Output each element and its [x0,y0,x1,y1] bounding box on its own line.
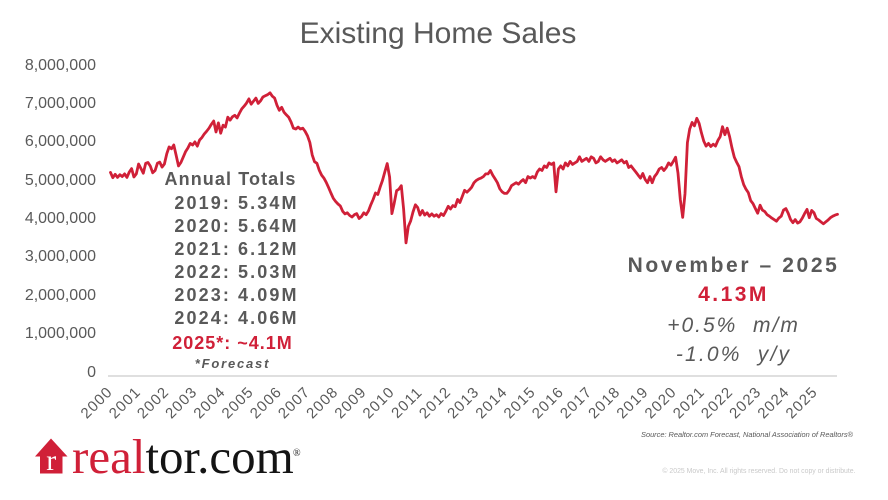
svg-text:November – 2025: November – 2025 [628,254,840,277]
svg-text:2022: 5.03M: 2022: 5.03M [174,262,298,282]
svg-text:1,000,000: 1,000,000 [25,325,96,342]
svg-text:2008: 2008 [303,383,342,422]
svg-text:Source: Realtor.com Forecast,: Source: Realtor.com Forecast, National A… [641,430,853,439]
svg-text:2024: 2024 [754,383,793,422]
svg-text:Annual Totals: Annual Totals [165,169,297,189]
svg-text:2,000,000: 2,000,000 [25,287,96,304]
svg-text:2004: 2004 [190,383,229,422]
svg-text:5,000,000: 5,000,000 [25,172,96,189]
svg-text:2005: 2005 [219,383,258,422]
svg-text:2024: 4.06M: 2024: 4.06M [174,308,298,328]
svg-text:2003: 2003 [162,383,201,422]
svg-text:2025*: ~4.1M: 2025*: ~4.1M [172,333,293,353]
svg-text:2020: 5.64M: 2020: 5.64M [174,216,298,236]
svg-text:2011: 2011 [388,384,426,422]
svg-text:2023: 2023 [726,383,765,422]
svg-text:2021: 6.12M: 2021: 6.12M [174,239,298,259]
svg-text:2025: 2025 [783,383,822,422]
svg-text:3,000,000: 3,000,000 [25,248,96,265]
svg-text:2010: 2010 [360,383,399,422]
svg-text:r: r [46,444,56,477]
svg-text:realtor.com: realtor.com [72,429,294,484]
svg-text:2015: 2015 [501,383,540,422]
svg-text:2013: 2013 [444,383,483,422]
svg-text:2006: 2006 [247,383,286,422]
svg-text:2002: 2002 [134,383,173,422]
svg-text:4,000,000: 4,000,000 [25,210,96,227]
svg-text:2016: 2016 [529,383,568,422]
svg-text:8,000,000: 8,000,000 [25,57,96,74]
svg-text:0: 0 [87,364,96,381]
svg-text:7,000,000: 7,000,000 [25,95,96,112]
svg-text:2019: 2019 [613,383,652,422]
svg-text:2017: 2017 [557,383,596,422]
svg-text:2001: 2001 [106,383,145,422]
svg-text:2012: 2012 [416,383,455,422]
svg-text:2022: 2022 [698,383,737,422]
svg-text:2023: 4.09M: 2023: 4.09M [174,285,298,305]
svg-text:2007: 2007 [275,383,314,422]
svg-text:2021: 2021 [670,383,709,422]
svg-text:2019: 5.34M: 2019: 5.34M [174,193,298,213]
svg-text:*Forecast: *Forecast [195,356,270,371]
svg-text:®: ® [293,448,301,459]
svg-text:6,000,000: 6,000,000 [25,133,96,150]
svg-text:4.13M: 4.13M [698,283,769,306]
svg-text:© 2025 Move, Inc. All rights r: © 2025 Move, Inc. All rights reserved. D… [662,467,855,475]
svg-text:2000: 2000 [78,383,117,422]
svg-text:2009: 2009 [331,383,370,422]
svg-text:Existing Home Sales: Existing Home Sales [300,17,577,50]
svg-text:2014: 2014 [472,383,511,422]
svg-text:-1.0% y/y: -1.0% y/y [676,343,791,366]
svg-text:2020: 2020 [642,383,681,422]
svg-text:2018: 2018 [585,383,624,422]
svg-text:+0.5% m/m: +0.5% m/m [667,314,800,337]
